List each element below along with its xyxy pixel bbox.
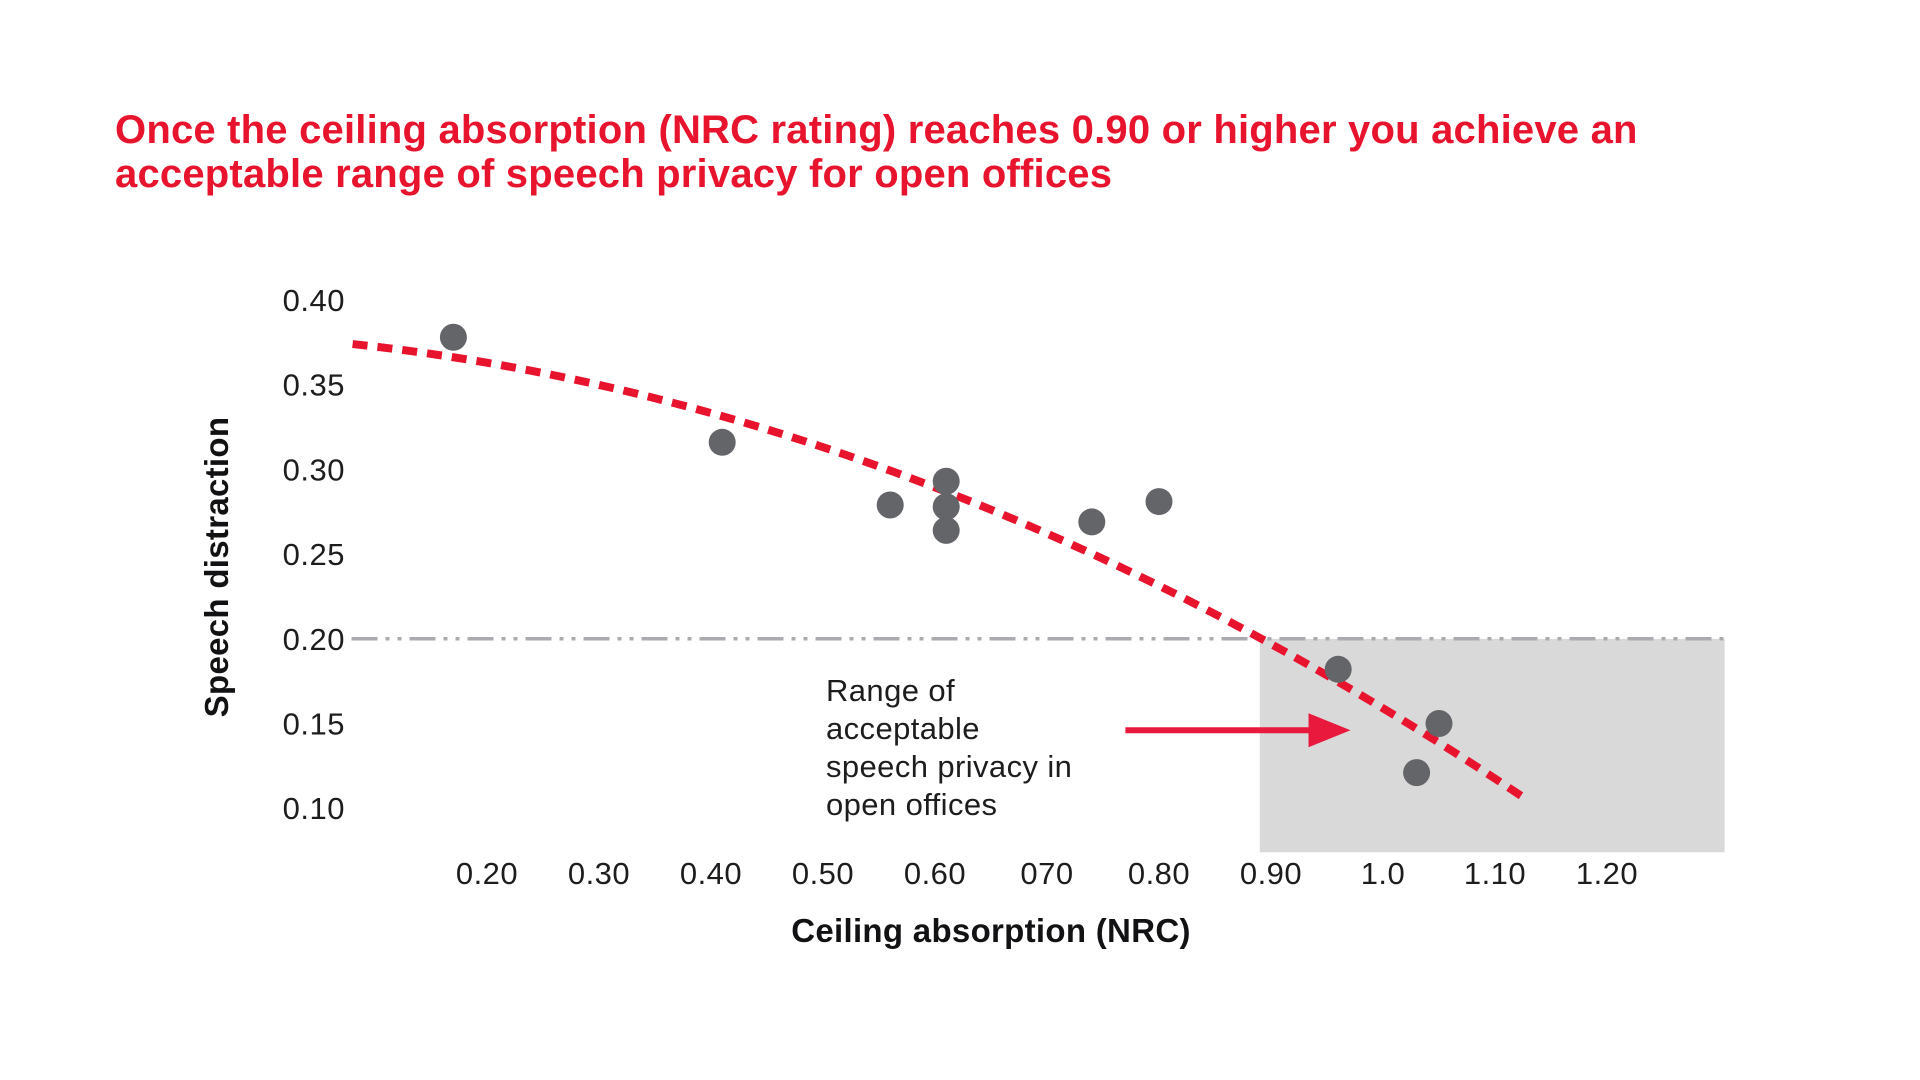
data-point xyxy=(932,493,960,521)
data-point xyxy=(932,467,960,495)
data-point xyxy=(932,516,960,544)
figure-title: Once the ceiling absorption (NRC rating)… xyxy=(115,108,1638,196)
x-tick-label: 0.40 xyxy=(680,856,742,891)
figure-title-line-1: Once the ceiling absorption (NRC rating)… xyxy=(115,108,1638,152)
annotation-arrow-head xyxy=(1308,713,1351,748)
data-point xyxy=(1324,655,1352,683)
x-tick-label: 1.10 xyxy=(1464,856,1526,891)
x-tick-label: 1.20 xyxy=(1576,856,1638,891)
x-tick-label: 0.20 xyxy=(456,856,518,891)
y-tick-label: 0.40 xyxy=(283,283,345,318)
data-point xyxy=(1145,488,1173,516)
annotation-line: speech privacy in xyxy=(826,749,1073,784)
data-point xyxy=(876,491,904,519)
x-tick-label: 0.30 xyxy=(568,856,630,891)
x-tick-label: 0.90 xyxy=(1240,856,1302,891)
data-point xyxy=(439,323,467,351)
y-tick-label: 0.30 xyxy=(283,452,345,487)
annotation-text: Range of acceptable speech privacy in op… xyxy=(826,672,1072,824)
data-point xyxy=(1078,508,1106,536)
y-tick-label: 0.15 xyxy=(283,707,345,742)
y-tick-label: 0.35 xyxy=(283,368,345,403)
x-tick-label: 0.60 xyxy=(904,856,966,891)
data-point xyxy=(1403,759,1431,787)
y-tick-label: 0.10 xyxy=(283,791,345,826)
y-tick-label: 0.25 xyxy=(283,537,345,572)
data-point xyxy=(708,428,736,456)
data-point xyxy=(1425,710,1453,737)
annotation-line: open offices xyxy=(826,787,998,822)
x-tick-label: 0.50 xyxy=(792,856,854,891)
x-tick-label: 0.80 xyxy=(1128,856,1190,891)
annotation-line: acceptable xyxy=(826,711,980,746)
y-tick-label: 0.20 xyxy=(283,622,345,657)
figure-title-line-2: acceptable range of speech privacy for o… xyxy=(115,152,1113,196)
x-tick-label: 1.0 xyxy=(1361,856,1406,891)
x-tick-label: 070 xyxy=(1020,856,1073,891)
annotation-line: Range of xyxy=(826,673,956,708)
y-axis-title: Speech distraction xyxy=(198,416,235,718)
x-axis-title: Ceiling absorption (NRC) xyxy=(791,912,1191,949)
